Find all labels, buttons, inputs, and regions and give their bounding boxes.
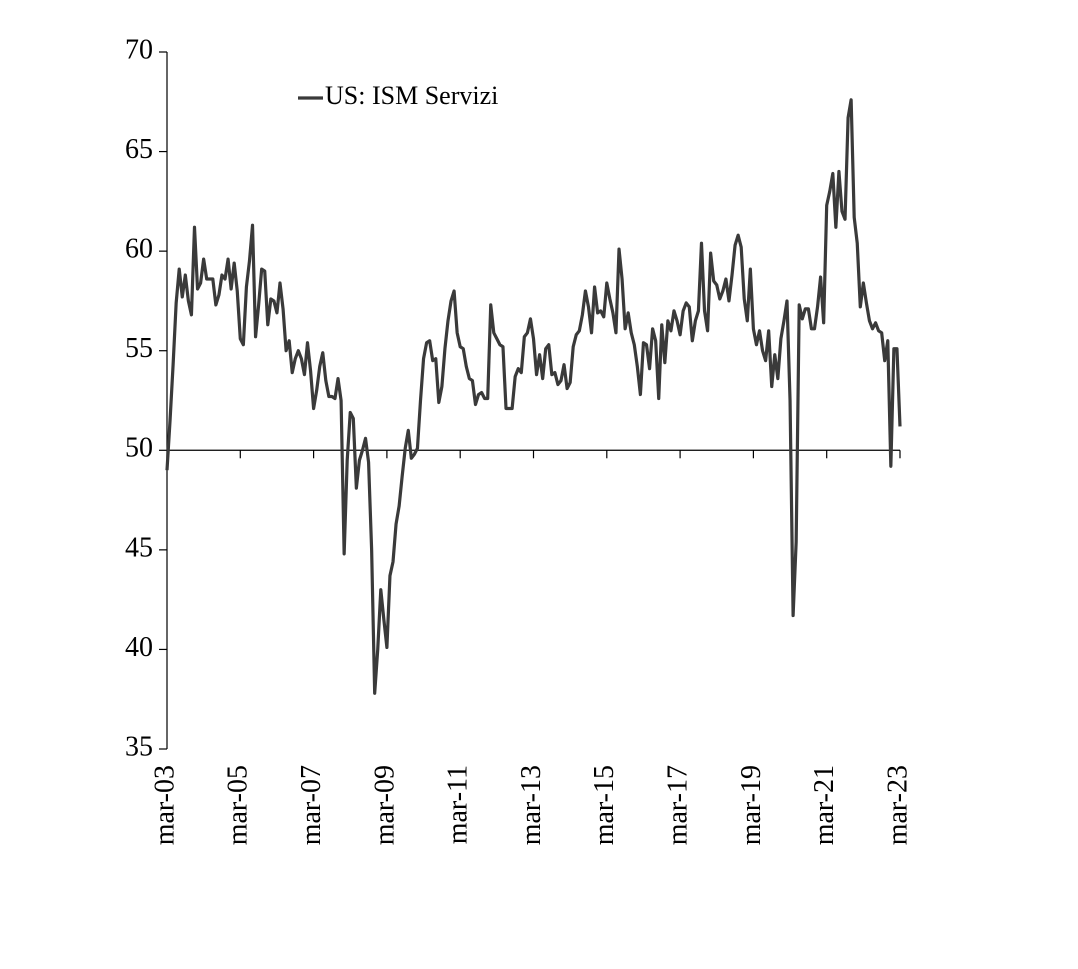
x-tick-label: mar-07: [296, 765, 327, 845]
line-series: [165, 98, 902, 695]
y-tick-label: 70: [125, 34, 153, 65]
x-tick-label: mar-19: [736, 765, 767, 845]
y-tick-label: 60: [125, 234, 153, 265]
legend-label: US: ISM Servizi: [325, 81, 498, 110]
y-tick-label: 55: [125, 333, 153, 364]
y-tick-label: 40: [125, 632, 153, 663]
y-tick-label: 65: [125, 134, 153, 165]
x-tick-label: mar-03: [149, 765, 180, 845]
x-tick-label: mar-09: [369, 765, 400, 845]
x-tick-label: mar-21: [809, 765, 840, 845]
x-tick-label: mar-15: [589, 765, 620, 845]
x-tick-label: mar-17: [663, 765, 694, 845]
y-tick-label: 50: [125, 433, 153, 464]
x-tick-label: mar-05: [223, 765, 254, 845]
x-tick-label: mar-13: [516, 765, 547, 845]
y-tick-label: 35: [125, 731, 153, 762]
x-tick-label: mar-11: [443, 765, 474, 844]
x-tick-label: mar-23: [882, 765, 913, 845]
y-tick-label: 45: [125, 532, 153, 563]
